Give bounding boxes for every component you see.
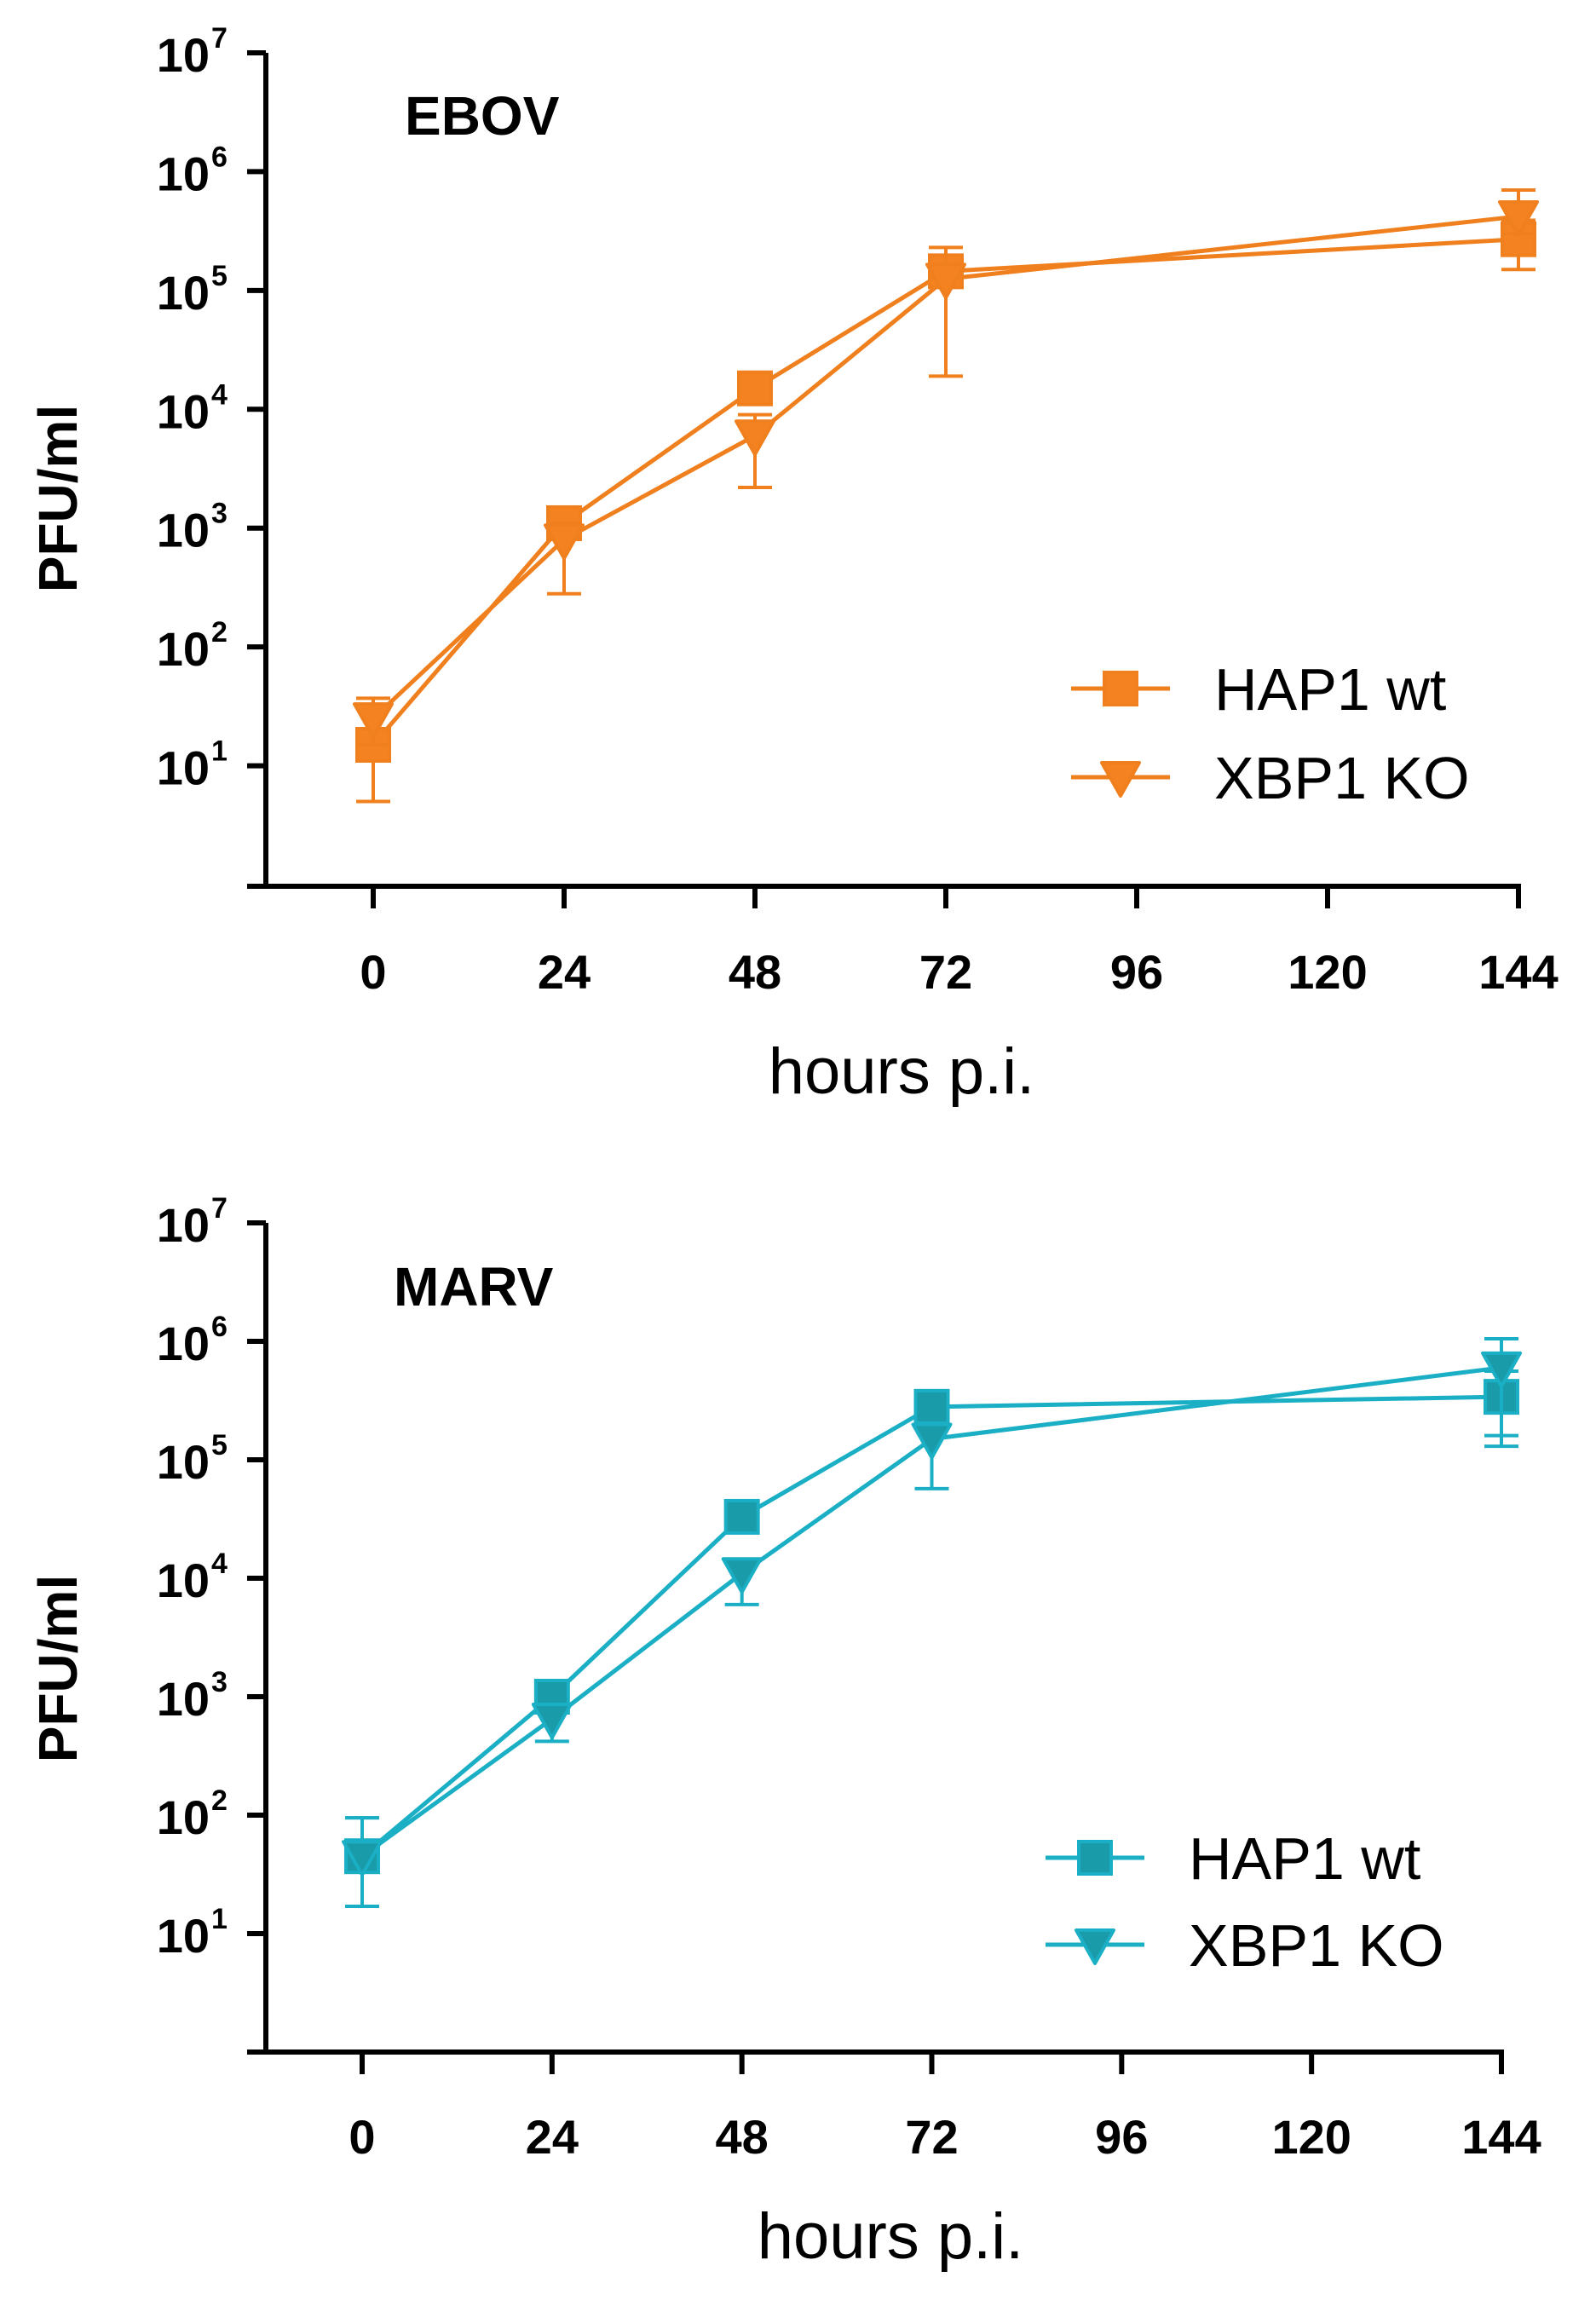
y-tick-label: 10 xyxy=(157,1554,210,1607)
y-tick-exponent: 5 xyxy=(211,1429,228,1461)
legend-marker xyxy=(1075,1928,1115,1965)
x-axis-label: hours p.i. xyxy=(758,2200,1024,2273)
y-tick-label: 10 xyxy=(157,1672,210,1726)
y-axis-label: PFU/ml xyxy=(27,405,89,592)
x-tick-labels: 0 24 48 72 96 120 144 xyxy=(349,2110,1541,2164)
legend-label: HAP1 wt xyxy=(1214,656,1446,723)
y-tick-label: 10 xyxy=(157,384,210,438)
data-point xyxy=(913,1388,950,1425)
data-point xyxy=(544,523,585,561)
chart-title: EBOV xyxy=(405,85,560,147)
data-point xyxy=(723,1498,760,1535)
x-tick-label: 120 xyxy=(1288,945,1367,999)
legend-marker xyxy=(1100,761,1141,798)
x-tick-labels: 0 24 48 72 96 120 144 xyxy=(360,945,1558,999)
y-tick-exponent: 6 xyxy=(211,141,228,173)
y-tick-label: 10 xyxy=(157,741,210,795)
y-tick-label: 10 xyxy=(157,622,210,676)
y-tick-label: 10 xyxy=(157,28,210,82)
y-tick-exponent: 1 xyxy=(211,1903,228,1935)
legend: HAP1 wt XBP1 KO xyxy=(1046,1825,1444,1979)
y-tick-exponent: 6 xyxy=(211,1311,228,1343)
x-tick-label: 48 xyxy=(729,945,781,999)
y-tick-exponent: 7 xyxy=(211,1192,228,1225)
series-xbp1-ko xyxy=(342,1337,1522,1908)
y-tick-exponent: 4 xyxy=(211,1548,228,1580)
x-tick-label: 24 xyxy=(538,945,591,999)
y-tick-label: 10 xyxy=(157,1909,210,1963)
y-tick-label: 10 xyxy=(157,1198,210,1252)
series-layer xyxy=(353,188,1539,804)
x-tick-label: 0 xyxy=(349,2110,375,2164)
y-tick-exponent: 1 xyxy=(211,735,228,768)
x-tick-label: 144 xyxy=(1461,2110,1541,2164)
y-tick-exponent: 7 xyxy=(211,22,228,55)
y-axis-label: PFU/ml xyxy=(27,1575,89,1762)
legend-label: HAP1 wt xyxy=(1189,1825,1420,1892)
x-tick-label: 96 xyxy=(1110,945,1163,999)
y-tick-label: 10 xyxy=(157,1317,210,1370)
y-tick-exponent: 4 xyxy=(211,378,228,411)
series-layer xyxy=(342,1337,1522,1908)
y-tick-label: 10 xyxy=(157,1790,210,1844)
data-point xyxy=(342,1840,383,1877)
legend-entry xyxy=(1071,671,1170,706)
data-point xyxy=(1498,199,1539,237)
axes xyxy=(247,1220,1504,2074)
x-tick-label: 144 xyxy=(1478,945,1558,999)
legend-marker xyxy=(1077,1840,1113,1876)
y-tick-label: 10 xyxy=(157,1435,210,1489)
chart-title: MARV xyxy=(394,1256,554,1317)
x-tick-label: 0 xyxy=(360,945,386,999)
legend-entry xyxy=(1046,1928,1144,1965)
data-point xyxy=(735,419,775,457)
legend-marker xyxy=(1103,671,1138,706)
legend: HAP1 wt XBP1 KO xyxy=(1071,656,1470,811)
x-tick-label: 48 xyxy=(716,2110,769,2164)
data-point xyxy=(531,1703,573,1740)
legend-label: XBP1 KO xyxy=(1214,745,1470,811)
y-tick-exponent: 2 xyxy=(211,1784,228,1817)
x-axis-label: hours p.i. xyxy=(769,1035,1035,1108)
y-tick-exponent: 3 xyxy=(211,1666,228,1698)
x-tick-label: 96 xyxy=(1095,2110,1148,2164)
y-tick-exponent: 3 xyxy=(211,498,228,530)
data-point xyxy=(911,1422,953,1460)
data-point xyxy=(353,702,394,740)
axes xyxy=(247,50,1521,908)
x-tick-label: 72 xyxy=(905,2110,958,2164)
x-tick-label: 72 xyxy=(919,945,972,999)
x-tick-label: 24 xyxy=(526,2110,579,2164)
y-tick-label: 10 xyxy=(157,147,210,200)
legend-label: XBP1 KO xyxy=(1189,1912,1444,1979)
y-tick-label: 10 xyxy=(157,266,210,320)
data-point xyxy=(925,262,966,300)
series-xbp1-ko xyxy=(353,188,1539,747)
data-point xyxy=(737,370,773,406)
y-tick-label: 10 xyxy=(157,504,210,557)
data-point xyxy=(721,1557,763,1594)
y-tick-exponent: 5 xyxy=(211,260,228,292)
data-point xyxy=(1481,1351,1522,1388)
y-tick-exponent: 2 xyxy=(211,616,228,649)
legend-entry xyxy=(1046,1840,1144,1876)
legend-entry xyxy=(1071,761,1170,798)
x-tick-label: 120 xyxy=(1271,2110,1351,2164)
